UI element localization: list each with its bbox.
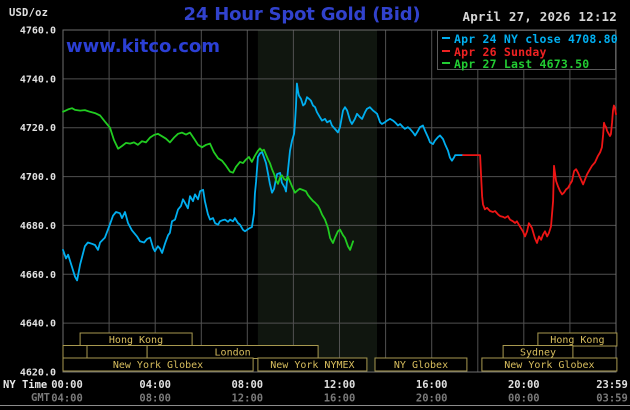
x-tick-gmt: 00:00 [508, 393, 540, 405]
session-label: Sydney [520, 348, 556, 359]
gridlines [63, 30, 616, 372]
y-tick-label: 4640.0 [20, 319, 56, 330]
legend-item-label: Apr 27 Last 4673.50 [454, 57, 590, 71]
ny-time-axis-label: NY Time [3, 379, 48, 391]
page-title: 24 Hour Spot Gold (Bid) [183, 4, 421, 25]
session-box [62, 345, 88, 359]
x-tick-ny: 00:00 [51, 379, 83, 391]
session-box [62, 357, 254, 372]
y-tick-label: 4760.0 [20, 26, 56, 37]
legend: Apr 24 NY close 4708.80 Apr 26 Sunday Ap… [437, 30, 618, 71]
gmt-axis-label: GMT [31, 392, 50, 404]
session-box [537, 332, 618, 347]
session-box [86, 345, 148, 359]
x-tick-ny: 12:00 [324, 379, 356, 391]
www-kitco-link[interactable]: www.kitco.com [66, 36, 220, 57]
session-box [257, 357, 368, 372]
nymex-highlight-band [257, 30, 377, 372]
bottom-border [0, 405, 630, 406]
session-label: Hong Kong [550, 335, 604, 346]
x-tick-gmt: 04:00 [51, 393, 83, 405]
y-tick-label: 4660.0 [20, 270, 56, 281]
x-tick-labels: 00:00 04:00 04:00 08:00 08:00 12:00 12:00 16:00… [51, 379, 628, 405]
x-tick-ny: 20:00 [508, 379, 540, 391]
x-tick-gmt: 03:59 [596, 393, 628, 405]
y-tick-label: 4620.0 [20, 368, 56, 379]
price-line-apr-27-monday- [62, 107, 355, 251]
legend-dash-icon [442, 37, 450, 39]
session-label: New York Globex [504, 360, 594, 371]
y-tick-label: 4740.0 [20, 74, 56, 85]
legend-item-apr27: Apr 27 Last 4673.50 [441, 58, 615, 71]
legend-item-label: Apr 24 NY close 4708.80 [454, 32, 618, 46]
x-tick-gmt: 12:00 [231, 393, 263, 405]
session-label: New York NYMEX [270, 360, 354, 371]
legend-dash-icon [442, 62, 450, 64]
timestamp: April 27, 2026 12:12 [462, 9, 617, 24]
x-tick-ny: 16:00 [416, 379, 448, 391]
y-axis-unit-label: USD/oz [9, 7, 49, 19]
x-tick-gmt: 16:00 [324, 393, 356, 405]
session-label: NY Globex [394, 360, 448, 371]
y-tick-label: 4680.0 [20, 221, 56, 232]
session-label: Hong Kong [109, 335, 163, 346]
session-label: New York Globex [113, 360, 203, 371]
x-tick-ny: 23:59 [596, 379, 628, 391]
price-line-apr-24-friday- [62, 82, 464, 282]
y-tick-label: 4700.0 [20, 172, 56, 183]
x-tick-gmt: 08:00 [139, 393, 171, 405]
session-box [374, 357, 468, 372]
legend-item-apr26: Apr 26 Sunday [441, 44, 615, 59]
x-tick-ny: 08:00 [231, 379, 263, 391]
y-tick-labels: 4760.0 4740.0 4720.0 4700.0 4680.0 4660.0 4640… [20, 26, 56, 379]
legend-dash-icon [442, 49, 450, 52]
legend-item-apr24: Apr 24 NY close 4708.80 [441, 32, 618, 46]
session-box [481, 357, 618, 372]
price-line-apr-26-sunday- [462, 104, 617, 244]
x-tick-gmt: 20:00 [416, 393, 448, 405]
y-tick-label: 4720.0 [20, 123, 56, 134]
x-tick-ny: 04:00 [139, 379, 171, 391]
session-label: London [215, 348, 251, 359]
legend-item-label: Apr 26 Sunday [454, 44, 547, 59]
plot-frame [62, 29, 617, 373]
